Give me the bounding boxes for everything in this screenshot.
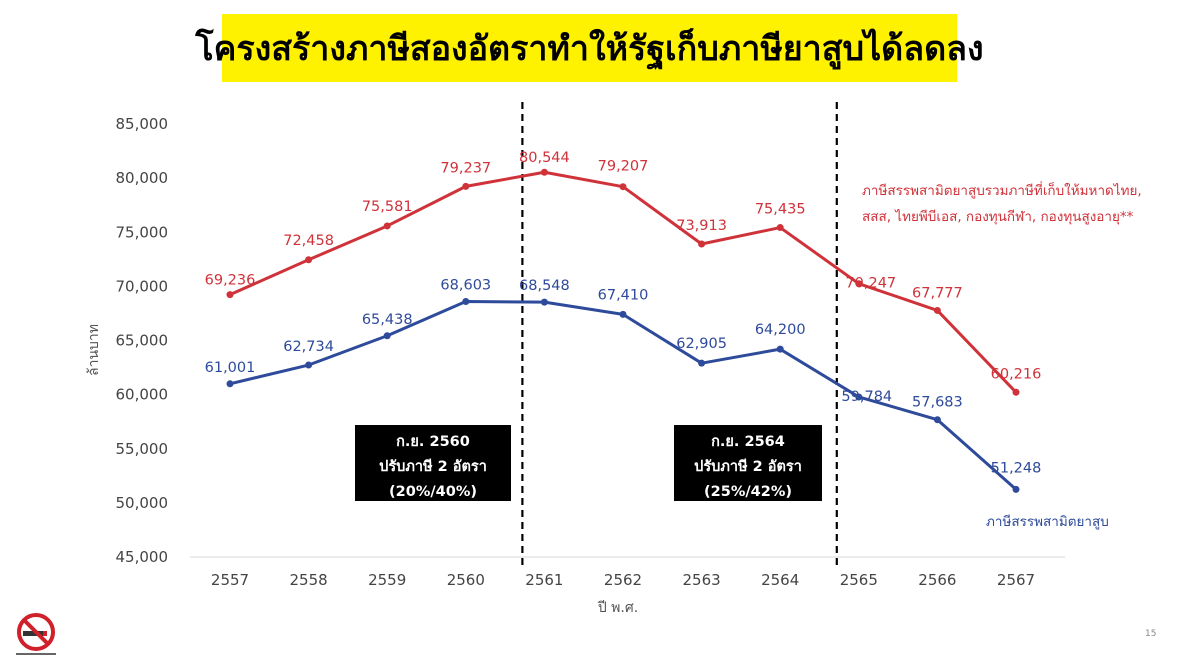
- red-data-label: 69,236: [205, 273, 256, 289]
- x-tick-label: 2559: [368, 571, 406, 589]
- annotation-box-2560: ก.ย. 2560 ปรับภาษี 2 อัตรา (20%/40%): [355, 425, 511, 501]
- blue-data-label: 67,410: [598, 287, 649, 303]
- x-tick-label: 2567: [997, 571, 1035, 589]
- blue-data-label: 57,683: [912, 395, 963, 411]
- red-data-point: [619, 183, 627, 191]
- red-data-point: [462, 182, 470, 190]
- red-data-label: 75,581: [362, 199, 413, 215]
- x-tick-label: 2565: [840, 571, 878, 589]
- blue-data-point: [383, 332, 391, 340]
- x-tick-label: 2563: [683, 571, 721, 589]
- x-tick-label: 2560: [447, 571, 485, 589]
- blue-data-label: 68,548: [519, 278, 570, 294]
- x-tick-label: 2562: [604, 571, 642, 589]
- red-data-point: [305, 256, 313, 264]
- x-tick-label: 2566: [918, 571, 956, 589]
- red-data-point: [540, 168, 548, 176]
- chart-title: โครงสร้างภาษีสองอัตราทำให้รัฐเก็บภาษียาส…: [195, 29, 984, 69]
- blue-data-label: 62,905: [676, 336, 727, 352]
- red-data-point: [226, 291, 234, 299]
- blue-data-label: 62,734: [283, 339, 334, 355]
- x-axis-title: ปี พ.ศ.: [597, 600, 638, 616]
- y-tick-label: 65,000: [116, 332, 169, 350]
- annotation-line3: (20%/40%): [389, 484, 477, 500]
- y-tick-label: 70,000: [116, 277, 169, 295]
- red-note-line2: สสส, ไทยพีบีเอส, กองทุนกีฬา, กองทุนสูงอา…: [862, 209, 1134, 225]
- red-data-label: 70,247: [845, 276, 896, 292]
- annotation-line1: ก.ย. 2564: [711, 434, 785, 450]
- blue-data-point: [1012, 485, 1020, 493]
- y-tick-label: 75,000: [116, 223, 169, 241]
- page-number: 15: [1145, 629, 1157, 639]
- red-data-label: 72,458: [283, 233, 334, 249]
- blue-data-label: 59,784: [841, 389, 892, 405]
- x-tick-label: 2558: [290, 571, 328, 589]
- y-tick-label: 50,000: [116, 494, 169, 512]
- red-data-point: [1012, 388, 1020, 396]
- y-tick-label: 85,000: [116, 115, 169, 133]
- blue-data-label: 51,248: [991, 460, 1042, 476]
- red-data-point: [855, 280, 863, 288]
- red-data-label: 73,913: [676, 218, 727, 234]
- blue-data-label: 65,438: [362, 312, 413, 328]
- red-data-label: 75,435: [755, 202, 806, 218]
- y-axis-title: ล้านบาท: [86, 324, 102, 376]
- blue-data-point: [855, 393, 863, 401]
- title-banner: โครงสร้างภาษีสองอัตราทำให้รัฐเก็บภาษียาส…: [195, 14, 984, 82]
- red-note-line1: ภาษีสรรพสามิตยาสูบรวมภาษีที่เก็บให้มหาดไ…: [862, 183, 1142, 199]
- blue-data-point: [776, 345, 784, 353]
- annotation-line3: (25%/42%): [704, 484, 792, 500]
- blue-data-point: [462, 297, 470, 305]
- y-tick-label: 45,000: [116, 548, 169, 566]
- blue-data-label: 61,001: [205, 360, 256, 376]
- blue-series-line: [229, 299, 1017, 491]
- red-data-point: [776, 224, 784, 232]
- x-tick-label: 2564: [761, 571, 799, 589]
- red-data-point: [383, 222, 391, 230]
- red-data-label: 60,216: [991, 366, 1042, 382]
- blue-data-point: [698, 359, 706, 367]
- red-data-label: 79,207: [598, 159, 649, 175]
- annotation-line1: ก.ย. 2560: [396, 434, 470, 450]
- blue-data-point: [540, 298, 548, 306]
- y-tick-label: 80,000: [116, 169, 169, 187]
- red-data-point: [933, 306, 941, 314]
- annotation-line2: ปรับภาษี 2 อัตรา: [379, 459, 487, 475]
- y-tick-label: 60,000: [116, 386, 169, 404]
- red-series-note: ภาษีสรรพสามิตยาสูบรวมภาษีที่เก็บให้มหาดไ…: [862, 178, 1142, 230]
- blue-data-point: [619, 310, 627, 318]
- blue-series-note: ภาษีสรรพสามิตยาสูบ: [986, 514, 1109, 530]
- blue-data-label: 64,200: [755, 322, 806, 338]
- y-tick-label: 55,000: [116, 440, 169, 458]
- red-data-label: 79,237: [440, 160, 491, 176]
- annotation-line2: ปรับภาษี 2 อัตรา: [694, 459, 802, 475]
- red-data-label: 80,544: [519, 150, 570, 166]
- blue-data-point: [933, 416, 941, 424]
- blue-data-point: [305, 361, 313, 369]
- blue-data-label: 68,603: [440, 277, 491, 293]
- red-data-point: [698, 240, 706, 248]
- x-tick-label: 2557: [211, 571, 249, 589]
- red-data-label: 67,777: [912, 285, 963, 301]
- x-tick-label: 2561: [525, 571, 563, 589]
- no-smoking-icon: [14, 612, 58, 658]
- annotation-box-2564: ก.ย. 2564 ปรับภาษี 2 อัตรา (25%/42%): [674, 425, 822, 501]
- blue-data-point: [226, 380, 234, 388]
